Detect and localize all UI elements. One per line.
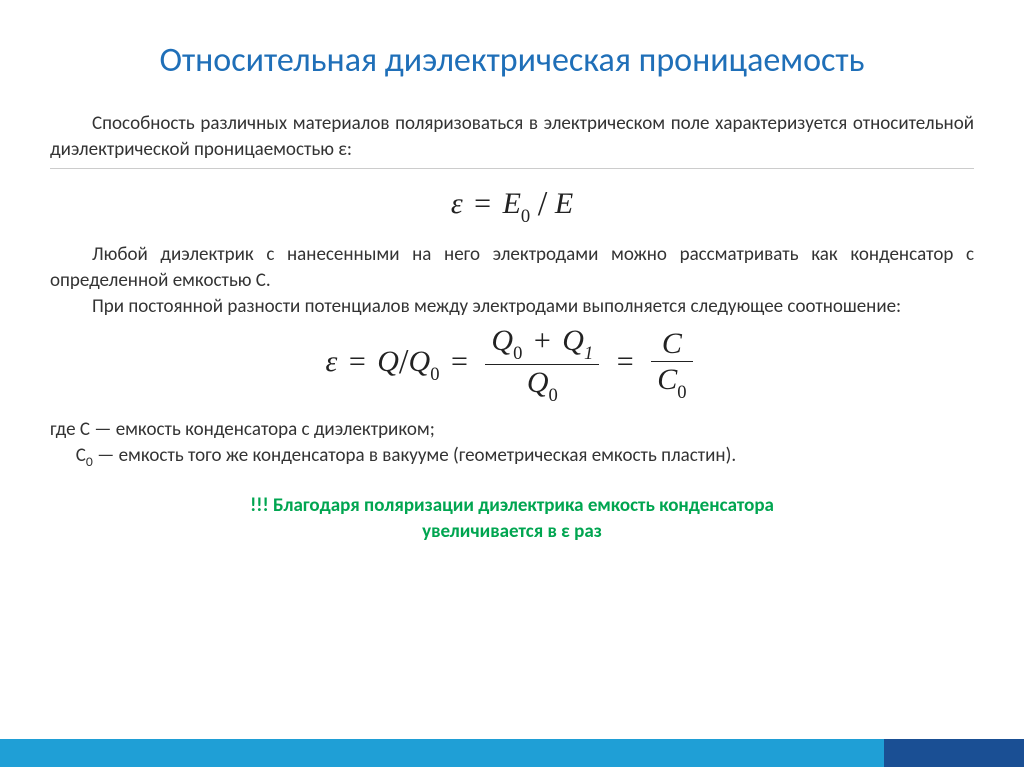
footer-light-segment (0, 739, 884, 767)
f2-Q0-sub: 0 (430, 364, 439, 385)
footer-bar (0, 739, 1024, 767)
where2-sub: 0 (86, 453, 93, 470)
paragraph-3: При постоянной разности потенциалов межд… (50, 294, 974, 320)
paragraph-1: Способность различных материалов поляриз… (50, 111, 974, 162)
f2-numR: Q (562, 324, 584, 357)
f2-denQ: Q (527, 366, 549, 399)
f2-denQ-sub: 0 (549, 385, 558, 406)
where2-C: С (76, 444, 86, 467)
f2-eps: ε (326, 345, 338, 378)
f2-C0: C (657, 363, 677, 396)
f2-Q0: Q (409, 345, 431, 378)
f2-frac2: C C0 (651, 328, 692, 401)
f2-slash: / (399, 343, 409, 381)
f2-C0-sub: 0 (677, 382, 686, 403)
where2-rest: — емкость того же конденсатора в вакууме… (93, 444, 736, 467)
f1-sub0: 0 (521, 206, 530, 227)
f2-frac2-num: C (651, 328, 692, 363)
f2-eq1: = (349, 345, 366, 378)
f2-plus: + (534, 324, 551, 357)
footer-dark-segment (884, 739, 1024, 767)
f2-numR-sub: 1 (584, 343, 593, 364)
f2-C: C (662, 327, 682, 360)
f2-numL-sub: 0 (513, 343, 522, 364)
f2-frac1-num: Q0 + Q1 (485, 325, 599, 365)
highlight-line-1: !!! Благодаря поляризации диэлектрика ем… (50, 493, 974, 519)
highlight-note: !!! Благодаря поляризации диэлектрика ем… (50, 493, 974, 544)
slide-title: Относительная диэлектрическая проницаемо… (50, 40, 974, 81)
formula-1: ε = E0 / E (50, 168, 974, 226)
f1-E0: E (503, 187, 521, 220)
f1-E: E (555, 187, 573, 220)
where-line-2: С0 — емкость того же конденсатора в ваку… (50, 443, 974, 471)
f2-Q: Q (377, 345, 399, 378)
f2-eq2: = (451, 345, 468, 378)
f2-frac1-den: Q0 (485, 365, 599, 404)
f2-numL: Q (491, 324, 513, 357)
slide-container: Относительная диэлектрическая проницаемо… (0, 0, 1024, 767)
formula-2: ε = Q/Q0 = Q0 + Q1 Q0 = C C0 (50, 325, 974, 403)
f2-eq3: = (617, 345, 634, 378)
f2-frac2-den: C0 (651, 362, 692, 401)
where-line-1: где С — емкость конденсатора с диэлектри… (50, 417, 974, 443)
highlight-line-2: увеличивается в ε раз (50, 519, 974, 545)
paragraph-2: Любой диэлектрик с нанесенными на него э… (50, 242, 974, 293)
f2-frac1: Q0 + Q1 Q0 (485, 325, 599, 403)
f1-slash: / (538, 185, 548, 223)
f1-eps: ε (451, 187, 463, 220)
f1-eq: = (474, 187, 491, 220)
